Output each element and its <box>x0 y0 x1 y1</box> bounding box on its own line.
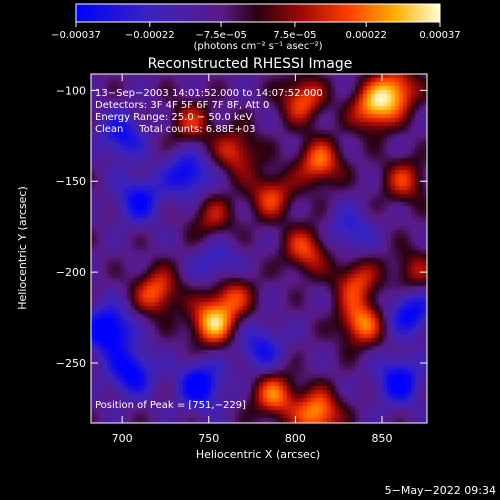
y-tick-label: −200 <box>56 266 86 279</box>
y-tick-label: −250 <box>56 357 86 370</box>
plot-frame <box>90 73 428 424</box>
x-tick-label: 850 <box>371 432 392 445</box>
info-line-time: 13−Sep−2003 14:01:52.000 to 14:07:52.000 <box>95 88 323 99</box>
peak-position-label: Position of Peak = [751,−229] <box>95 400 246 411</box>
x-axis-label: Heliocentric X (arcsec) <box>196 448 320 461</box>
colorbar-tick-label: −7.5e−05 <box>195 30 247 41</box>
heatmap-image <box>91 74 427 423</box>
info-line-counts: Clean Total counts: 6.88E+03 <box>95 124 255 135</box>
axis-ticks: 700 750 800 850 −100 −150 −200 −250 <box>56 74 427 445</box>
info-line-energy: Energy Range: 25.0 − 50.0 keV <box>95 112 252 123</box>
footer-timestamp: 5−May−2022 09:34 <box>385 484 496 497</box>
chart-title: Reconstructed RHESSI Image <box>148 56 353 72</box>
colorbar-unit-label: (photons cm⁻² s⁻¹ asec⁻²) <box>193 41 322 52</box>
colorbar-tick-label: 0.00022 <box>346 30 387 41</box>
y-tick-label: −150 <box>56 175 86 188</box>
x-tick-label: 700 <box>112 432 133 445</box>
x-tick-label: 750 <box>198 432 219 445</box>
y-axis-label: Heliocentric Y (arcsec) <box>16 186 29 310</box>
info-line-detectors: Detectors: 3F 4F 5F 6F 7F 8F, Att 0 <box>95 100 269 111</box>
info-block: 13−Sep−2003 14:01:52.000 to 14:07:52.000… <box>95 88 323 135</box>
colorbar <box>75 3 441 23</box>
y-tick-label: −100 <box>56 84 86 97</box>
colorbar-tick-label: 0.00037 <box>419 30 460 41</box>
colorbar-tick-label: 7.5e−05 <box>273 30 316 41</box>
x-tick-label: 800 <box>285 432 306 445</box>
colorbar-tick-label: −0.00037 <box>51 30 101 41</box>
colorbar-tick-label: −0.00022 <box>125 30 175 41</box>
colorbar-ticks: −0.00037 −0.00022 −7.5e−05 7.5e−05 0.00022 0.… <box>51 22 461 41</box>
